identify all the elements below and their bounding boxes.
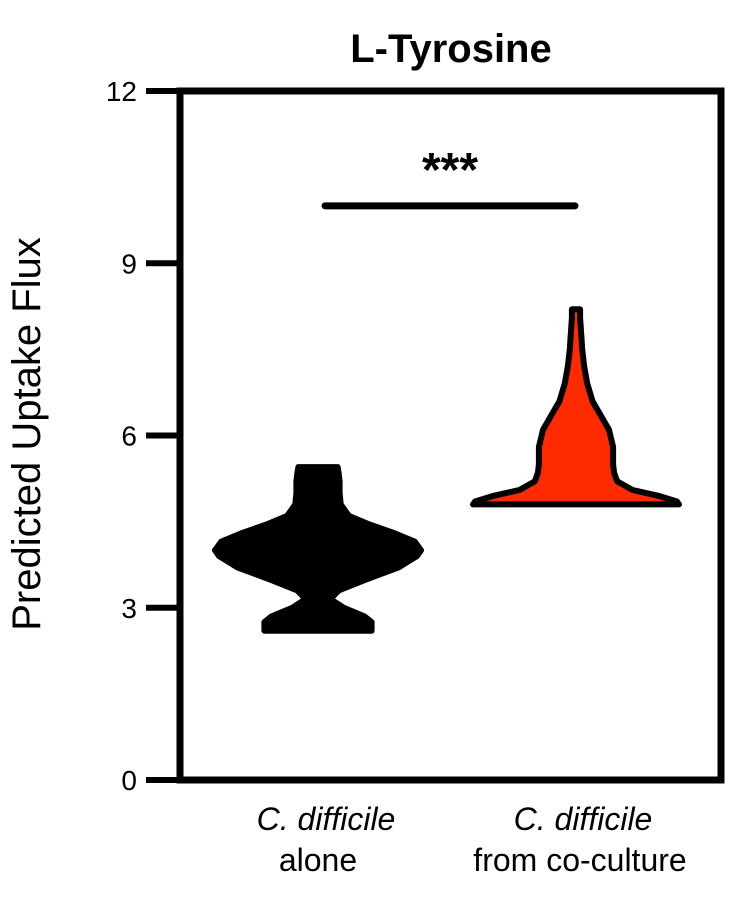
significance-annotation: *** — [321, 144, 579, 210]
y-axis-label: Predicted Uptake Flux — [5, 237, 49, 631]
y-axis: 0 3 6 9 12 — [106, 76, 180, 796]
y-tick-label-9: 9 — [121, 248, 137, 279]
plot-frame — [176, 87, 725, 784]
y-tick-label-12: 12 — [106, 76, 137, 107]
category-1-line2: from co-culture — [473, 842, 686, 878]
y-tick-label-6: 6 — [121, 421, 137, 452]
violin-0 — [212, 464, 424, 634]
chart-title: L-Tyrosine — [350, 27, 552, 71]
y-tick-label-0: 0 — [121, 765, 137, 796]
significance-label: *** — [422, 144, 478, 197]
category-1-line1: C. difficile — [514, 801, 653, 837]
y-tick-label-3: 3 — [121, 593, 137, 624]
category-0-line2: alone — [279, 842, 357, 878]
violins — [212, 306, 682, 634]
violin-1 — [470, 306, 682, 508]
category-0-line1: C. difficile — [257, 801, 396, 837]
x-axis-category-labels: C. difficile alone C. difficile from co-… — [257, 801, 687, 878]
